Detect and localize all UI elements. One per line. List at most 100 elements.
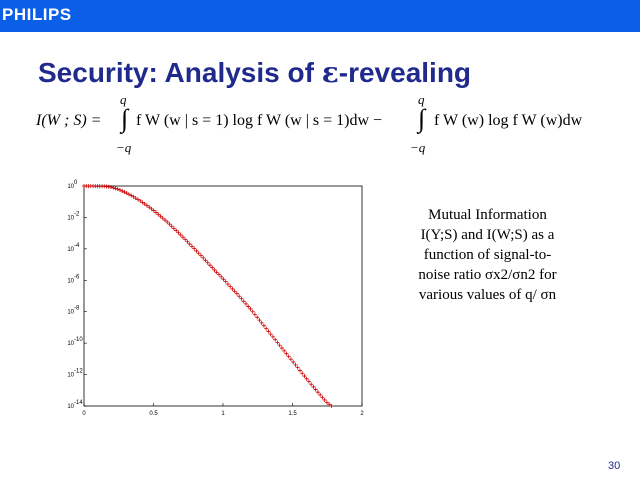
data-point-marker: [183, 237, 188, 242]
data-point-marker: [257, 318, 262, 323]
data-point-marker: [295, 365, 300, 370]
x-tick-label: 0: [82, 411, 86, 417]
data-point-marker: [284, 351, 289, 356]
data-point-marker: [187, 242, 192, 247]
y-tick-exponent: 0: [74, 180, 78, 186]
data-point-marker: [288, 357, 293, 362]
data-point-marker: [185, 239, 190, 244]
data-point-marker: [144, 203, 149, 208]
data-point-marker: [219, 274, 224, 279]
data-point-marker: [286, 354, 291, 359]
data-point-marker: [273, 337, 278, 342]
caption-line-1: Mutual Information: [428, 207, 547, 223]
data-point-marker: [291, 360, 296, 365]
data-point-marker: [304, 376, 309, 381]
data-point-marker: [259, 320, 264, 325]
header-bar: PHILIPS: [0, 0, 640, 32]
upper-limit-2: q: [418, 92, 425, 107]
data-point-marker: [239, 296, 244, 301]
data-point-marker: [171, 226, 176, 231]
data-point-marker: [180, 235, 185, 240]
title-suffix: -revealing: [338, 57, 472, 88]
data-point-marker: [169, 224, 174, 229]
data-point-marker: [214, 270, 219, 275]
x-tick-label: 0.5: [149, 411, 158, 417]
data-point-marker: [241, 299, 246, 304]
data-point-marker: [162, 218, 167, 223]
data-point-marker: [300, 371, 305, 376]
x-tick-label: 1.5: [288, 411, 297, 417]
data-point-marker: [297, 368, 302, 373]
data-point-marker: [142, 201, 147, 206]
data-point-marker: [223, 279, 228, 284]
y-tick-exponent: -6: [74, 274, 80, 280]
data-point-marker: [318, 392, 323, 397]
data-point-marker: [205, 260, 210, 265]
data-point-marker: [327, 402, 332, 407]
y-tick-exponent: -12: [74, 369, 83, 375]
data-point-marker: [160, 216, 165, 221]
data-point-marker: [212, 267, 217, 272]
data-point-marker: [198, 253, 203, 258]
data-point-marker: [248, 306, 253, 311]
data-point-marker: [129, 193, 134, 198]
data-point-marker: [178, 232, 183, 237]
y-tick-label: 10: [67, 215, 74, 221]
x-tick-label: 1: [221, 411, 225, 417]
data-point-marker: [234, 291, 239, 296]
data-point-marker: [228, 284, 233, 289]
integral-sign-1: ∫: [121, 104, 129, 133]
integral-sign-2: ∫: [418, 104, 426, 133]
data-point-marker: [210, 265, 215, 270]
mutual-information-formula: I(W ; S) = q ∫ −q f W (w | s = 1) log f …: [36, 90, 636, 158]
y-tick-exponent: -14: [74, 400, 83, 406]
y-tick-exponent: -2: [74, 211, 80, 217]
data-point-marker: [203, 258, 208, 263]
philips-logo: PHILIPS: [2, 5, 72, 24]
y-tick-label: 10: [67, 278, 74, 284]
data-point-marker: [302, 374, 307, 379]
data-point-marker: [320, 395, 325, 400]
data-point-marker: [293, 362, 298, 367]
data-point-marker: [255, 315, 260, 320]
lower-limit-2: −q: [410, 140, 426, 155]
data-point-marker: [225, 282, 230, 287]
y-tick-label: 10: [67, 247, 74, 253]
data-point-marker: [158, 214, 163, 219]
data-point-marker: [124, 191, 129, 196]
data-point-marker: [149, 206, 154, 211]
data-point-marker: [117, 188, 122, 193]
data-point-marker: [266, 329, 271, 334]
data-point-marker: [309, 382, 314, 387]
data-point-marker: [140, 200, 145, 205]
data-point-marker: [189, 244, 194, 249]
y-tick-label: 10: [67, 373, 74, 379]
data-point-marker: [174, 228, 179, 233]
upper-limit-1: q: [120, 92, 127, 107]
data-point-marker: [270, 334, 275, 339]
slide-title: Security: Analysis of ε-revealing: [38, 56, 471, 89]
data-point-marker: [135, 197, 140, 202]
data-point-marker: [165, 219, 170, 224]
data-point-marker: [176, 230, 181, 235]
data-point-marker: [126, 192, 131, 197]
data-point-marker: [192, 246, 197, 251]
lower-limit-1: −q: [116, 140, 132, 155]
data-point-marker: [275, 340, 280, 345]
data-point-marker: [147, 205, 152, 210]
data-point-marker: [108, 185, 113, 190]
data-point-marker: [322, 397, 327, 402]
data-point-marker: [153, 210, 158, 215]
caption-line-4: noise ratio σx2/σn2 for: [418, 267, 557, 283]
data-point-marker: [138, 198, 143, 203]
data-point-marker: [252, 312, 257, 317]
data-point-marker: [151, 208, 156, 213]
data-point-marker: [279, 346, 284, 351]
data-point-marker: [207, 263, 212, 268]
data-point-marker: [194, 248, 199, 253]
title-symbol: ε: [321, 56, 339, 89]
chart-caption: Mutual Information I(Y;S) and I(W;S) as …: [400, 205, 575, 305]
data-point-marker: [277, 343, 282, 348]
y-tick-label: 10: [67, 341, 74, 347]
data-point-marker: [122, 190, 127, 195]
